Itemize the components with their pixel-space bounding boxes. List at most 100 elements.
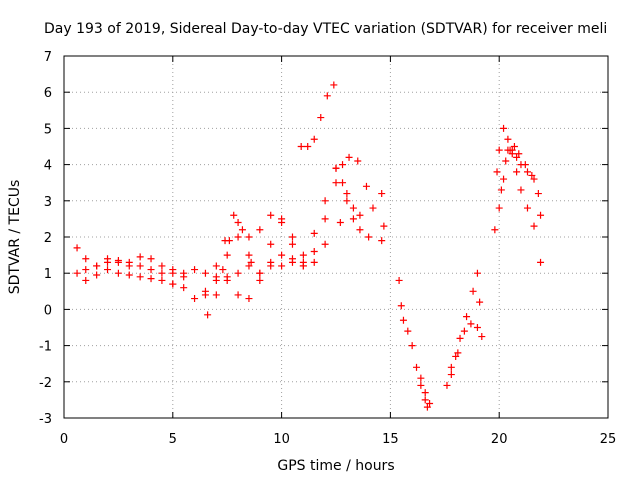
data-point <box>452 352 460 360</box>
data-point <box>234 219 242 227</box>
y-tick-label: 6 <box>44 86 52 101</box>
data-point <box>147 266 155 274</box>
data-point <box>201 269 209 277</box>
data-point <box>528 171 536 179</box>
data-point <box>288 240 296 248</box>
grid <box>64 56 608 418</box>
data-point <box>447 371 455 379</box>
data-point <box>256 269 264 277</box>
data-point <box>500 124 508 132</box>
data-point <box>356 226 364 234</box>
data-point <box>321 215 329 223</box>
data-point <box>530 175 538 183</box>
data-point <box>413 363 421 371</box>
data-point <box>191 266 199 274</box>
x-tick-label: 10 <box>273 432 290 447</box>
data-point <box>219 266 227 274</box>
data-point <box>523 168 531 176</box>
data-point <box>495 146 503 154</box>
data-point <box>180 273 188 281</box>
data-point <box>288 233 296 241</box>
data-point <box>267 262 275 270</box>
data-point <box>299 251 307 259</box>
data-point <box>362 182 370 190</box>
data-point <box>378 190 386 198</box>
data-point <box>497 186 505 194</box>
data-point <box>321 240 329 248</box>
y-tick-label: -1 <box>39 340 52 355</box>
data-point <box>299 262 307 270</box>
data-point <box>456 334 464 342</box>
data-point <box>223 276 231 284</box>
data-point <box>201 287 209 295</box>
data-point <box>336 219 344 227</box>
data-point <box>158 262 166 270</box>
data-point <box>234 233 242 241</box>
data-point <box>443 381 451 389</box>
data-point <box>506 146 514 154</box>
data-point <box>369 204 377 212</box>
data-point <box>513 168 521 176</box>
data-point <box>378 237 386 245</box>
data-point <box>245 295 253 303</box>
series-arc-g <box>201 211 264 295</box>
data-point <box>476 298 484 306</box>
data-point <box>447 363 455 371</box>
data-point <box>345 153 353 161</box>
chart-title: Day 193 of 2019, Sidereal Day-to-day VTE… <box>44 21 607 37</box>
data-point <box>356 211 364 219</box>
data-point <box>343 190 351 198</box>
data-point <box>114 269 122 277</box>
data-point <box>297 143 305 150</box>
data-point <box>395 276 403 284</box>
data-point <box>304 143 312 150</box>
data-point <box>310 229 318 237</box>
data-point <box>349 204 357 212</box>
data-point <box>397 302 405 310</box>
data-point <box>478 333 486 341</box>
data-point <box>310 135 318 143</box>
data-point <box>221 237 229 245</box>
data-point <box>473 324 481 331</box>
data-point <box>73 244 81 252</box>
data-point <box>513 153 521 161</box>
series-arc-t <box>447 320 475 371</box>
data-point <box>158 269 166 277</box>
data-point <box>521 161 529 169</box>
data-point <box>93 271 101 279</box>
data-point <box>136 273 144 281</box>
data-point <box>454 349 462 357</box>
data-point <box>93 262 101 270</box>
x-axis-label: GPS time / hours <box>277 458 394 474</box>
series-arc-c <box>82 253 188 277</box>
y-tick-label: 4 <box>44 159 52 174</box>
data-point <box>323 92 331 100</box>
data-point <box>504 135 512 143</box>
data-point <box>245 233 253 241</box>
data-point <box>169 266 177 274</box>
x-tick-label: 15 <box>382 432 399 447</box>
y-tick-label: 0 <box>44 303 52 318</box>
series-arc-h <box>223 211 307 299</box>
data-point <box>310 247 318 255</box>
series-arc-o <box>339 153 377 212</box>
series-arc-i <box>245 215 329 303</box>
data-point <box>332 179 340 187</box>
data-point <box>104 266 112 274</box>
data-point <box>317 114 325 122</box>
series-arc-s <box>443 269 481 389</box>
data-point <box>136 262 144 270</box>
data-point <box>423 403 431 411</box>
data-points <box>73 81 545 411</box>
data-point <box>212 291 220 299</box>
series-arc-n <box>336 197 373 241</box>
series-arc-d <box>169 266 242 288</box>
data-point <box>491 226 499 234</box>
data-point <box>408 342 416 350</box>
data-point <box>339 161 347 169</box>
y-tick-label: 5 <box>44 122 52 137</box>
series-arc-p <box>378 190 388 245</box>
data-point <box>169 280 177 288</box>
